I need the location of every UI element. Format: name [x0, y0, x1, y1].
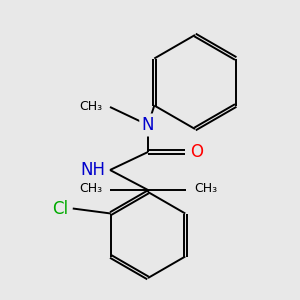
Text: NH: NH — [80, 161, 105, 179]
Text: CH₃: CH₃ — [194, 182, 217, 194]
Text: Cl: Cl — [52, 200, 68, 217]
Text: CH₃: CH₃ — [79, 100, 102, 113]
Text: O: O — [190, 143, 203, 161]
Text: CH₃: CH₃ — [79, 182, 102, 194]
Text: N: N — [142, 116, 154, 134]
